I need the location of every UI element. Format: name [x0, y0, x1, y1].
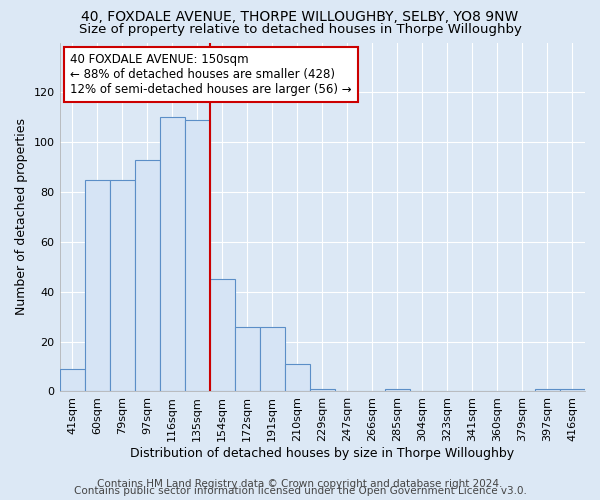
Bar: [134, 160, 160, 392]
Bar: [535, 389, 560, 392]
Bar: [285, 364, 310, 392]
Bar: [160, 118, 185, 392]
Text: 40, FOXDALE AVENUE, THORPE WILLOUGHBY, SELBY, YO8 9NW: 40, FOXDALE AVENUE, THORPE WILLOUGHBY, S…: [82, 10, 518, 24]
Bar: [235, 326, 260, 392]
Bar: [209, 280, 235, 392]
Text: Size of property relative to detached houses in Thorpe Willoughby: Size of property relative to detached ho…: [79, 22, 521, 36]
Bar: [59, 369, 85, 392]
Bar: [110, 180, 134, 392]
Text: Contains HM Land Registry data © Crown copyright and database right 2024.: Contains HM Land Registry data © Crown c…: [97, 479, 503, 489]
Bar: [385, 389, 410, 392]
Bar: [310, 389, 335, 392]
X-axis label: Distribution of detached houses by size in Thorpe Willoughby: Distribution of detached houses by size …: [130, 447, 514, 460]
Bar: [560, 389, 585, 392]
Text: Contains public sector information licensed under the Open Government Licence v3: Contains public sector information licen…: [74, 486, 526, 496]
Y-axis label: Number of detached properties: Number of detached properties: [15, 118, 28, 316]
Bar: [260, 326, 285, 392]
Bar: [85, 180, 110, 392]
Text: 40 FOXDALE AVENUE: 150sqm
← 88% of detached houses are smaller (428)
12% of semi: 40 FOXDALE AVENUE: 150sqm ← 88% of detac…: [70, 53, 352, 96]
Bar: [185, 120, 209, 392]
